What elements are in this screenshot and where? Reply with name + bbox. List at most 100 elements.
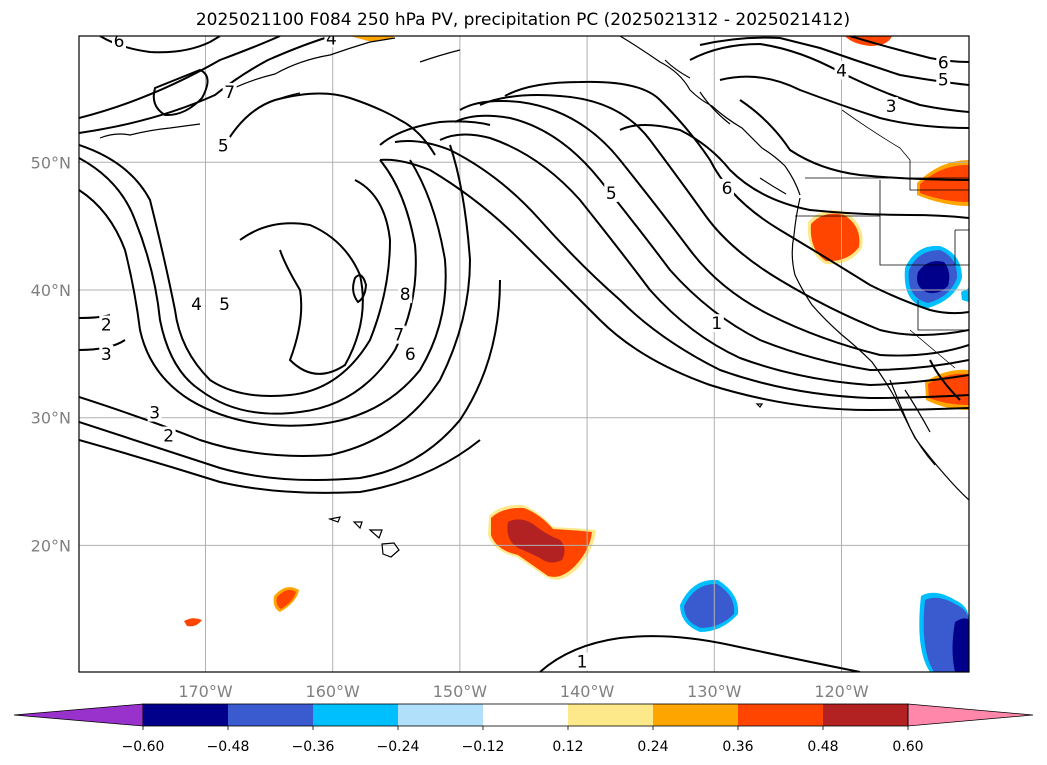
contour-label-bg	[324, 36, 339, 48]
pv-contour-1-south	[539, 635, 861, 672]
contour-label: 1	[577, 653, 588, 673]
contour-label: 7	[393, 326, 404, 346]
colorbar-segment	[313, 704, 398, 726]
contour-label-bg	[147, 403, 162, 422]
contour-label: 1	[711, 314, 722, 334]
colorbar-segment	[228, 704, 313, 726]
pv-contour	[79, 36, 281, 119]
pv-contour-8	[239, 222, 364, 375]
lat-tick-label: 40°N	[31, 281, 71, 300]
precip-positive-california	[810, 213, 860, 262]
lon-tick-label: 160°W	[306, 682, 361, 701]
colorbar-tick-label: 0.24	[637, 739, 668, 755]
contour-label: 6	[938, 54, 949, 74]
contour-label: 4	[836, 61, 847, 81]
contour-label-bg	[112, 36, 127, 50]
contour-label: 2	[101, 315, 112, 335]
contour-label-bg	[936, 70, 951, 89]
colorbar-segment	[823, 704, 908, 726]
colorbar-segment	[398, 704, 483, 726]
contour-label-bg	[575, 652, 590, 671]
alaska-coastline	[99, 37, 461, 139]
colorbar-segment	[653, 704, 738, 726]
contour-label-bg	[222, 83, 237, 102]
pv-contour	[739, 99, 969, 181]
contour-label: 5	[219, 295, 230, 315]
precip-positive-small	[276, 589, 296, 609]
bc-coastline	[619, 36, 801, 196]
contour-label-bg	[99, 315, 114, 334]
pv-contour-8-center	[352, 274, 368, 304]
contour-label: 4	[326, 29, 337, 49]
colorbar-tick-label: 0.12	[552, 739, 583, 755]
colorbar-segment	[568, 704, 653, 726]
contour-label-bg	[217, 295, 232, 314]
lon-tick-label: 170°W	[178, 682, 233, 701]
pv-contour-7	[152, 68, 209, 117]
contour-label: 6	[114, 32, 125, 52]
colorbar-tick-label: 0.60	[892, 739, 923, 755]
pv-contour	[439, 133, 969, 387]
pv-contour	[454, 114, 969, 372]
contour-label: 5	[938, 70, 949, 90]
map-frame	[78, 35, 970, 673]
contour-label: 6	[722, 179, 733, 199]
axis-tick-labels: 50°N 40°N 30°N 20°N 170°W 160°W 150°W 140°W 130°…	[31, 153, 869, 701]
pv-contour	[79, 159, 447, 427]
contour-label: 7	[224, 83, 235, 103]
lat-tick-label: 20°N	[31, 536, 71, 555]
pv-contour	[849, 36, 969, 63]
contour-label: 4	[191, 295, 202, 315]
contour-label-bg	[709, 314, 724, 333]
state-border	[795, 109, 969, 369]
lon-tick-label: 130°W	[687, 682, 742, 701]
contour-label-bg	[834, 61, 849, 80]
pv-contours	[79, 36, 969, 672]
map-title: 2025021100 F084 250 hPa PV, precipitatio…	[196, 10, 850, 30]
contour-label-bg	[884, 97, 899, 116]
precip-negative-offshore	[684, 583, 735, 628]
contour-label-bg	[391, 325, 406, 344]
precip-positive-hawaii-east	[507, 519, 565, 563]
colorbar-tick-label: 0.36	[722, 739, 753, 755]
precip-positive-small	[184, 618, 202, 627]
pv-contour	[479, 94, 969, 336]
graticule	[79, 36, 969, 672]
colorbar-segment	[738, 704, 823, 726]
pv-contour	[224, 92, 436, 156]
colorbar-tick-label: −0.36	[292, 739, 335, 755]
precip-negative-great-basin	[961, 288, 969, 302]
small-island	[755, 403, 764, 408]
pv-contour	[79, 144, 392, 397]
lon-tick-label: 140°W	[560, 682, 615, 701]
precipitation-colorbar: −0.60 −0.48 −0.36 −0.24 −0.12 0.12 0.24 0.36 0.4…	[13, 703, 1034, 755]
contour-label-bg	[216, 136, 231, 155]
colorbar-segment	[143, 704, 228, 726]
hawaii-islands	[327, 516, 400, 558]
pv-contour	[929, 359, 961, 401]
colorbar-frame	[142, 703, 909, 727]
lon-tick-label: 150°W	[433, 682, 488, 701]
colorbar-tick-label: −0.48	[207, 739, 250, 755]
precip-negative-mexico	[952, 618, 969, 672]
pv-contour	[394, 140, 969, 400]
pv-contour	[379, 120, 491, 146]
pv-contour	[79, 279, 501, 481]
contour-label-bg	[398, 284, 413, 303]
contour-label-bg	[936, 53, 951, 72]
colorbar-segment	[483, 704, 568, 726]
contour-label-bg	[720, 178, 735, 197]
contour-label: 8	[400, 285, 411, 305]
pv-contour	[504, 80, 969, 315]
contour-label: 3	[149, 404, 160, 424]
pv-contour	[619, 124, 969, 219]
contour-label: 3	[101, 345, 112, 365]
contour-label: 2	[163, 427, 174, 447]
lat-tick-label: 50°N	[31, 153, 71, 172]
precip-negative-great-basin	[917, 261, 950, 294]
contour-label: 3	[886, 97, 897, 117]
pv-contour	[79, 157, 417, 415]
